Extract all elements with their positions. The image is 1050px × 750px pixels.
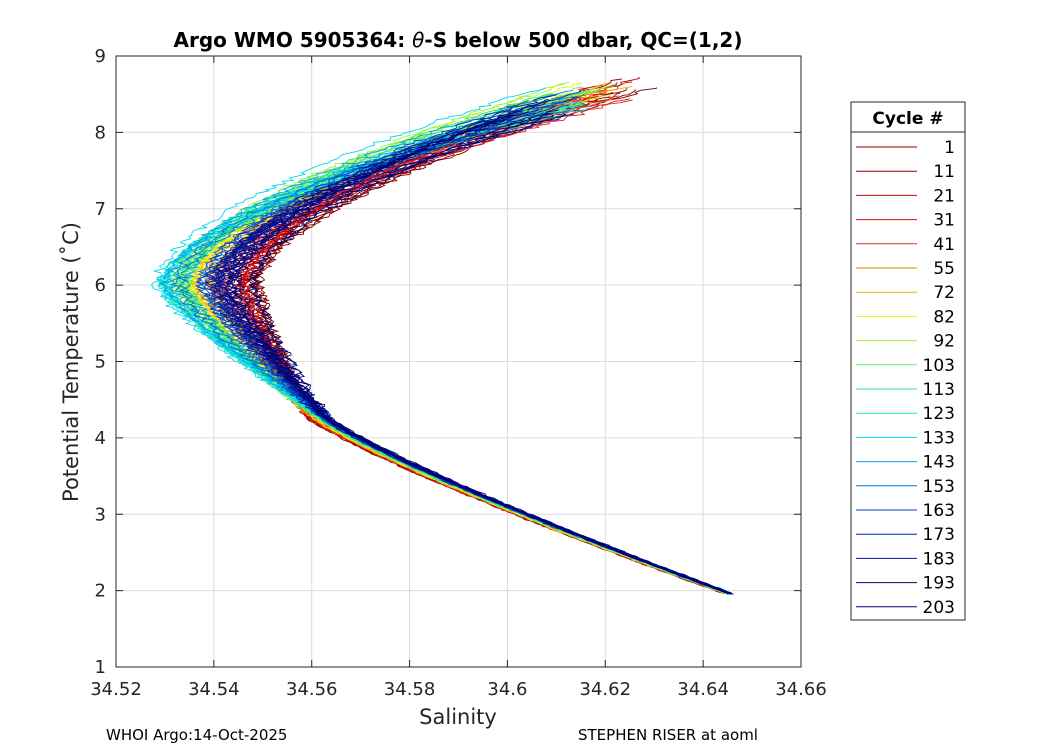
legend: Cycle # 11121314155728292103113123133143…: [850, 101, 966, 621]
legend-entry-label: 153: [923, 477, 955, 497]
y-tick-label: 2: [95, 581, 106, 602]
profile-line-cycle-193: [224, 113, 733, 595]
y-tick-label: 6: [95, 275, 106, 296]
legend-entry-label: 193: [923, 574, 955, 594]
legend-entry-label: 123: [923, 404, 955, 424]
x-tick-label: 34.64: [677, 679, 729, 700]
y-tick-label: 4: [95, 428, 106, 449]
y-tick-label: 7: [95, 199, 106, 220]
y-tick-label: 9: [95, 46, 106, 67]
legend-entry-label: 1: [944, 138, 955, 158]
legend-entry-label: 133: [923, 428, 955, 448]
x-tick-label: 34.62: [580, 679, 632, 700]
x-tick-label: 34.56: [286, 679, 338, 700]
profile-line-cycle-203: [246, 109, 732, 594]
legend-entry-label: 143: [923, 453, 955, 473]
legend-entry-label: 41: [933, 235, 955, 255]
x-axis-label: Salinity: [419, 705, 497, 729]
y-tick-label: 1: [95, 657, 106, 678]
x-tick-label: 34.6: [487, 679, 527, 700]
axis-ticks: 34.52 34.54 34.56 34.58 34.6 34.62 34.64 34.66 1…: [90, 46, 827, 700]
legend-entry-label: 173: [923, 525, 955, 545]
footer-left: WHOI Argo:14-Oct-2025: [106, 726, 287, 744]
y-tick-label: 5: [95, 352, 106, 373]
x-tick-label: 34.52: [90, 679, 142, 700]
y-tick-label: 3: [95, 504, 106, 525]
chart-title: Argo WMO 5905364: θ-S below 500 dbar, QC…: [174, 28, 743, 52]
legend-entry-label: 163: [923, 501, 955, 521]
profile-line-cycle-203: [234, 116, 727, 594]
profile-lines: [151, 76, 734, 596]
y-axis-label: Potential Temperature (˚C): [59, 222, 83, 502]
legend-entry-label: 21: [933, 186, 955, 206]
legend-entry-label: 11: [933, 162, 955, 182]
legend-entry-label: 55: [933, 259, 955, 279]
x-tick-label: 34.58: [384, 679, 436, 700]
legend-entry-label: 31: [933, 211, 955, 231]
legend-box: [850, 101, 966, 621]
legend-entry-label: 92: [933, 332, 955, 352]
footer-right: STEPHEN RISER at aoml: [578, 726, 758, 744]
legend-entry-label: 183: [923, 549, 955, 569]
legend-entry-label: 82: [933, 307, 955, 327]
x-tick-label: 34.54: [188, 679, 240, 700]
legend-entry-label: 113: [923, 380, 955, 400]
x-tick-label: 34.66: [775, 679, 827, 700]
legend-entry-label: 203: [923, 598, 955, 618]
legend-title: Cycle #: [872, 109, 943, 129]
y-tick-label: 8: [95, 122, 106, 143]
legend-entry-label: 72: [933, 283, 955, 303]
legend-entry-label: 103: [923, 356, 955, 376]
